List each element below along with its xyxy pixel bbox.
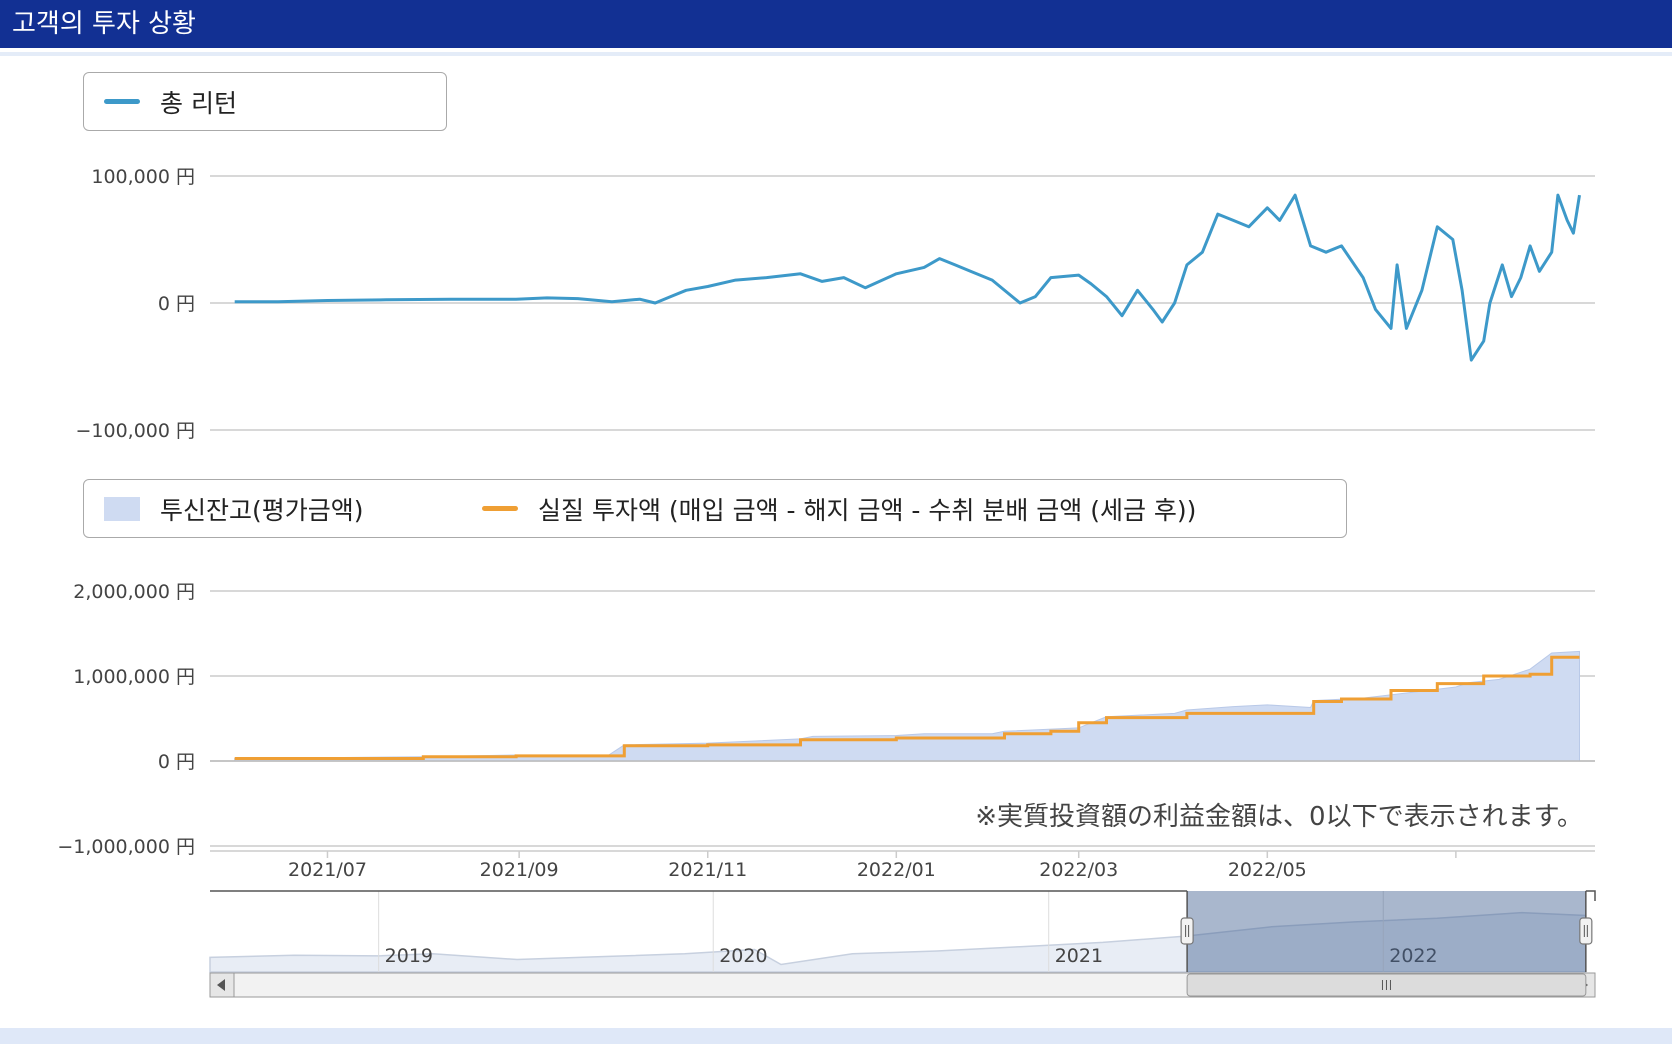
- legend-item-balance[interactable]: 투신잔고(평가금액): [104, 480, 364, 537]
- navigator-left-handle[interactable]: [1180, 917, 1194, 945]
- navigator-right-handle[interactable]: [1579, 917, 1593, 945]
- balance-y-tick-label: 1,000,000 円: [73, 666, 195, 688]
- navigator-selection: [1187, 891, 1586, 972]
- navigator-year-label: 2019: [385, 945, 433, 967]
- balance-y-tick-label: −1,000,000 円: [57, 836, 195, 858]
- investment-step-line: [234, 655, 1580, 760]
- return-y-tick-label: −100,000 円: [75, 420, 195, 442]
- balance-y-tick-label: 0 円: [158, 751, 195, 773]
- balance-chart: 2,000,000 円 1,000,000 円 0 円 −1,000,000 円 ※実質…: [57, 581, 1596, 998]
- legend-item-investment[interactable]: 실질 투자액 (매입 금액 - 해지 금액 - 수취 분배 금액 (세금 후)): [482, 480, 1196, 537]
- total-return-line: [234, 193, 1581, 362]
- investment-label: 실질 투자액 (매입 금액 - 해지 금액 - 수취 분배 금액 (세금 후)): [538, 495, 1197, 525]
- title-divider: [0, 52, 1672, 56]
- page-title-bar: 고객의 투자 상황: [0, 0, 1672, 48]
- balance-legend: 투신잔고(평가금액) 실질 투자액 (매입 금액 - 해지 금액 - 수취 분배…: [83, 479, 1347, 538]
- page-title: 고객의 투자 상황: [12, 9, 196, 39]
- x-tick-label: 2021/07: [288, 859, 367, 881]
- legend-item-total-return[interactable]: 총 리턴: [104, 73, 237, 130]
- balance-swatch: [104, 496, 140, 521]
- return-y-tick-label: 100,000 円: [91, 166, 195, 188]
- navigator-year-label: 2020: [719, 945, 767, 967]
- balance-y-tick-label: 2,000,000 円: [73, 581, 195, 603]
- total-return-swatch: [104, 99, 140, 104]
- x-tick-label: 2022/01: [857, 859, 936, 881]
- balance-label: 투신잔고(평가금액): [160, 495, 364, 525]
- footer-divider: [0, 1028, 1672, 1044]
- total-return-label: 총 리턴: [160, 88, 237, 118]
- return-legend: 총 리턴: [83, 72, 447, 131]
- navigator-outline: [210, 890, 1596, 901]
- investment-swatch: [482, 506, 518, 511]
- return-y-tick-label: 0 円: [158, 293, 195, 315]
- x-tick-label: 2021/09: [480, 859, 559, 881]
- balance-area: [234, 650, 1580, 762]
- x-tick-label: 2021/11: [668, 859, 747, 881]
- navigator-series-area: [209, 911, 1587, 973]
- navigator-year-label: 2022: [1389, 945, 1437, 967]
- total-return-chart: 100,000 円 0 円 −100,000 円: [75, 166, 1595, 442]
- profit-note: ※実質投資額の利益金額は、0以下で表示されます。: [975, 802, 1583, 832]
- navigator-year-label: 2021: [1055, 945, 1103, 967]
- x-tick-label: 2022/05: [1228, 859, 1307, 881]
- scroll-left-arrow-icon: [217, 979, 225, 991]
- x-tick-label: 2022/03: [1039, 859, 1118, 881]
